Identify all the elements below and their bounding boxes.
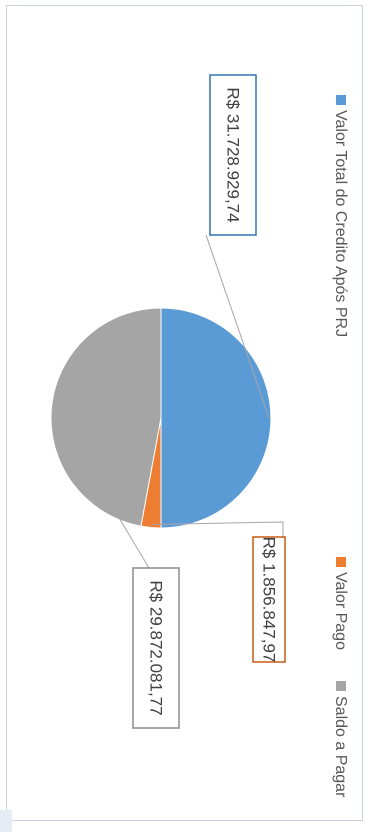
- leader-line-saldo-a-pagar: [53, 407, 150, 569]
- legend-label-valor-pago: Valor Pago: [332, 572, 349, 650]
- legend-swatch-saldo-a-pagar: [336, 681, 346, 691]
- data-label-valor-total: R$ 31.728.929,74: [224, 87, 243, 222]
- data-label-saldo-a-pagar: R$ 29.872.081,77: [147, 580, 166, 715]
- legend-label-saldo-a-pagar: Saldo a Pagar: [332, 696, 349, 798]
- leader-line-valor-total: [205, 234, 270, 419]
- data-label-valor-pago: R$ 1.856.847,97: [260, 537, 279, 663]
- data-label-box-valor-pago: [252, 536, 286, 663]
- pie-slice-saldo-a-pagar: [50, 307, 162, 527]
- legend-swatch-valor-pago: [336, 557, 346, 567]
- data-label-box-valor-total: [209, 74, 257, 236]
- page-corner-mark: [0, 810, 12, 832]
- legend-swatch-valor-total: [336, 95, 346, 105]
- leader-line-valor-pago: [151, 521, 284, 537]
- legend-label-valor-total: Valor Total do Credito Após PRJ: [332, 110, 349, 337]
- pie-slice-valor-total: [160, 307, 272, 529]
- legend: Valor Total do Credito Após PRJ Valor Pa…: [332, 95, 349, 798]
- data-label-box-saldo-a-pagar: [132, 567, 180, 729]
- pie-slices: [50, 307, 272, 529]
